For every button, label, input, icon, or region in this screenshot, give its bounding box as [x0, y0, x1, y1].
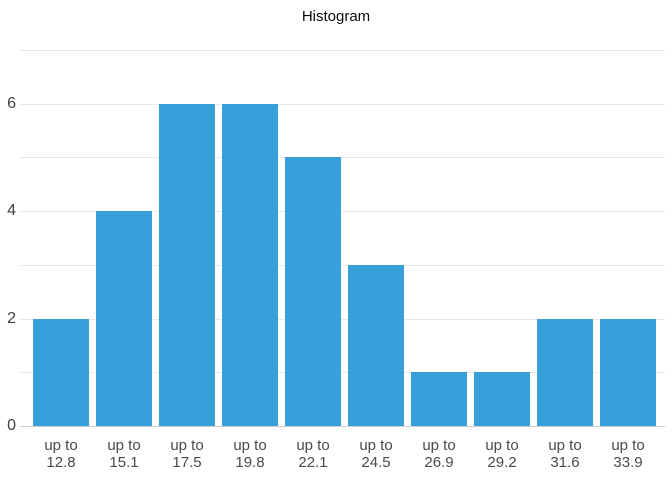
x-label-prefix: up to: [548, 437, 582, 454]
x-label-bound: 12.8: [46, 454, 76, 471]
gridline: [20, 50, 665, 51]
chart-title: Histogram: [301, 8, 371, 25]
x-axis-category-label: up to 29.2: [471, 437, 534, 471]
x-axis-category-label: up to 19.8: [219, 437, 282, 471]
x-axis-category-label: up to 26.9: [408, 437, 471, 471]
x-label-bound: 17.5: [172, 454, 202, 471]
bar: [537, 319, 593, 426]
bar: [474, 372, 530, 426]
x-axis-category-label: up to 31.6: [534, 437, 597, 471]
x-axis-category-label: up to 22.1: [282, 437, 345, 471]
x-label-prefix: up to: [233, 437, 267, 454]
x-label-bound: 22.1: [298, 454, 328, 471]
x-label-bound: 19.8: [235, 454, 265, 471]
x-label-bound: 26.9: [424, 454, 454, 471]
bar: [159, 104, 215, 426]
y-axis-tick-label: 6: [7, 95, 16, 112]
bar: [411, 372, 467, 426]
x-label-prefix: up to: [296, 437, 330, 454]
gridline: [20, 104, 665, 105]
x-label-bound: 15.1: [109, 454, 139, 471]
x-label-bound: 33.9: [613, 454, 643, 471]
gridline: [20, 211, 665, 212]
y-axis-tick-label: 2: [7, 310, 16, 327]
x-label-bound: 24.5: [361, 454, 391, 471]
bar: [348, 265, 404, 426]
gridline: [20, 372, 665, 373]
gridline: [20, 265, 665, 266]
x-axis-category-label: up to 17.5: [156, 437, 219, 471]
x-label-prefix: up to: [485, 437, 519, 454]
x-axis-line: [20, 426, 665, 427]
x-label-prefix: up to: [107, 437, 141, 454]
x-label-bound: 29.2: [487, 454, 517, 471]
x-label-prefix: up to: [359, 437, 393, 454]
y-axis-tick-label: 0: [7, 417, 16, 434]
x-axis-category-label: up to 33.9: [597, 437, 660, 471]
bar: [600, 319, 656, 426]
x-label-prefix: up to: [422, 437, 456, 454]
gridline: [20, 157, 665, 158]
x-label-bound: 31.6: [550, 454, 580, 471]
bar: [96, 211, 152, 426]
bar: [33, 319, 89, 426]
x-axis-category-label: up to 24.5: [345, 437, 408, 471]
x-label-prefix: up to: [44, 437, 78, 454]
gridline: [20, 319, 665, 320]
y-axis-tick-label: 4: [7, 202, 16, 219]
x-label-prefix: up to: [611, 437, 645, 454]
bar: [285, 157, 341, 426]
x-axis-category-label: up to 12.8: [30, 437, 93, 471]
x-axis-category-label: up to 15.1: [93, 437, 156, 471]
x-label-prefix: up to: [170, 437, 204, 454]
bar: [222, 104, 278, 426]
